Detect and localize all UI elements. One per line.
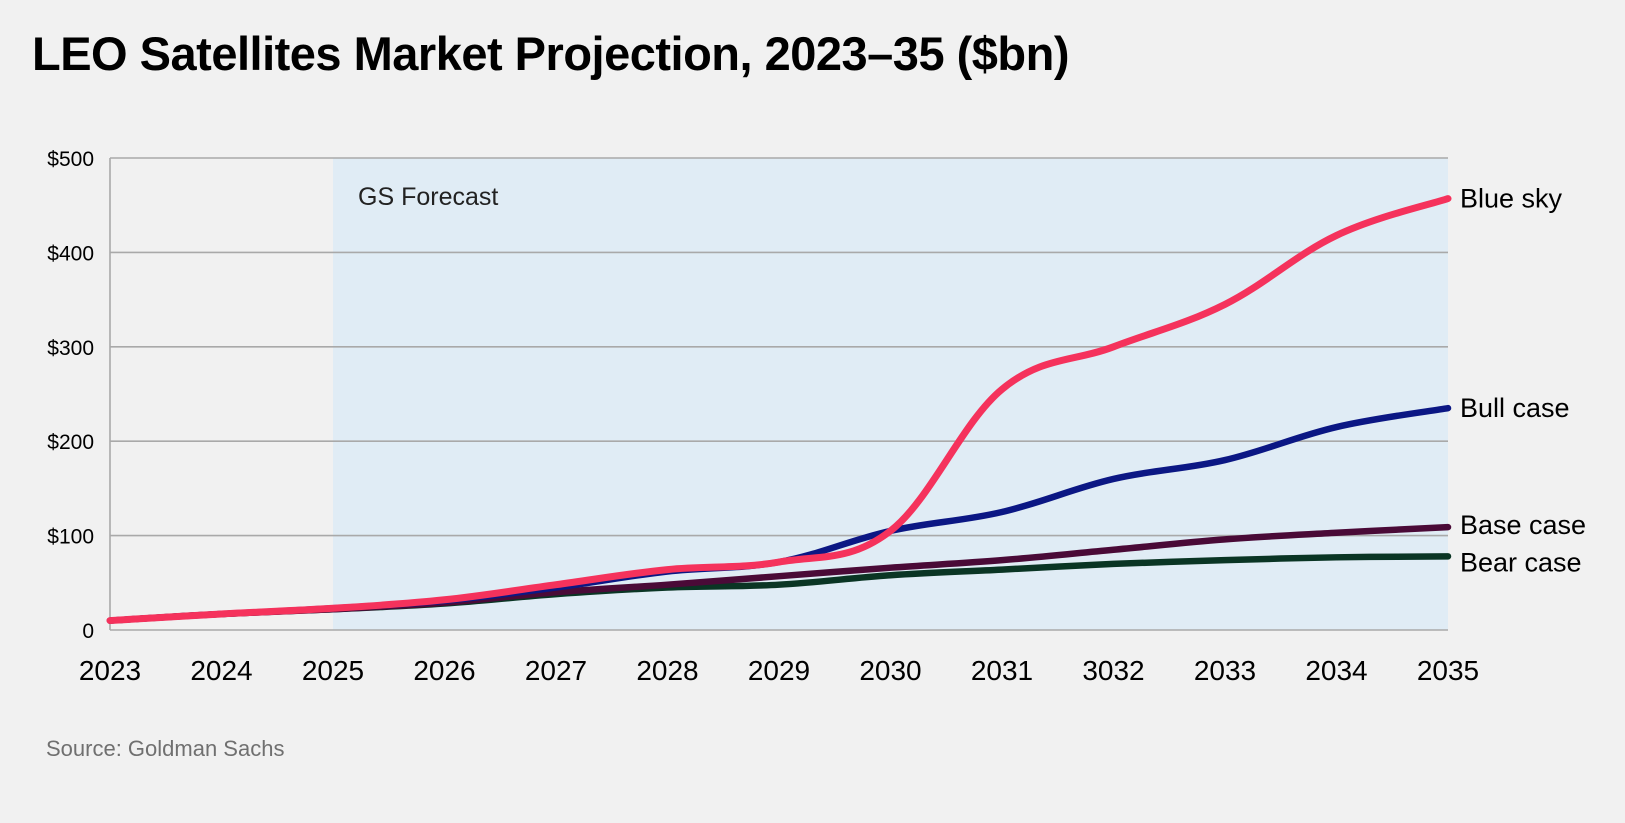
y-tick-label: $100 bbox=[47, 526, 94, 549]
y-tick-label: $300 bbox=[47, 337, 94, 360]
series-label-bull-case: Bull case bbox=[1460, 393, 1570, 423]
x-tick-label: 2024 bbox=[190, 655, 252, 686]
series-lines bbox=[106, 195, 1452, 625]
x-tick-label: 2027 bbox=[525, 655, 587, 686]
x-tick-label: 2028 bbox=[636, 655, 698, 686]
x-tick-label: 2035 bbox=[1417, 655, 1479, 686]
x-tick-label: 2026 bbox=[413, 655, 475, 686]
series-line-blue-sky bbox=[106, 195, 1452, 625]
y-axis-ticks: 0 $100 $200 $300 $400 $500 bbox=[47, 148, 94, 643]
series-label-blue-sky: Blue sky bbox=[1460, 184, 1563, 214]
x-tick-label: 2029 bbox=[748, 655, 810, 686]
y-tick-label: $200 bbox=[47, 431, 94, 454]
forecast-label: GS Forecast bbox=[358, 183, 498, 211]
y-tick-label: $500 bbox=[47, 148, 94, 171]
x-tick-label: 2025 bbox=[302, 655, 364, 686]
forecast-band bbox=[333, 158, 1448, 630]
gridlines bbox=[109, 157, 1448, 631]
source-note: Source: Goldman Sachs bbox=[46, 736, 285, 761]
y-tick-label: 0 bbox=[82, 620, 94, 643]
x-axis-ticks: 2023 2024 2025 2026 2027 2028 2029 2030 2031 3032… bbox=[79, 655, 1479, 686]
x-tick-label: 2023 bbox=[79, 655, 141, 686]
chart-title: LEO Satellites Market Projection, 2023–3… bbox=[32, 27, 1070, 80]
series-labels: Bear case Base case Bull case Blue sky bbox=[1460, 184, 1586, 578]
x-tick-label: 2034 bbox=[1305, 655, 1367, 686]
x-tick-label: 3032 bbox=[1082, 655, 1144, 686]
x-tick-label: 2033 bbox=[1194, 655, 1256, 686]
series-label-bear-case: Bear case bbox=[1460, 547, 1582, 577]
x-tick-label: 2031 bbox=[971, 655, 1033, 686]
y-tick-label: $400 bbox=[47, 242, 94, 265]
series-label-base-case: Base case bbox=[1460, 510, 1586, 540]
x-tick-label: 2030 bbox=[859, 655, 921, 686]
